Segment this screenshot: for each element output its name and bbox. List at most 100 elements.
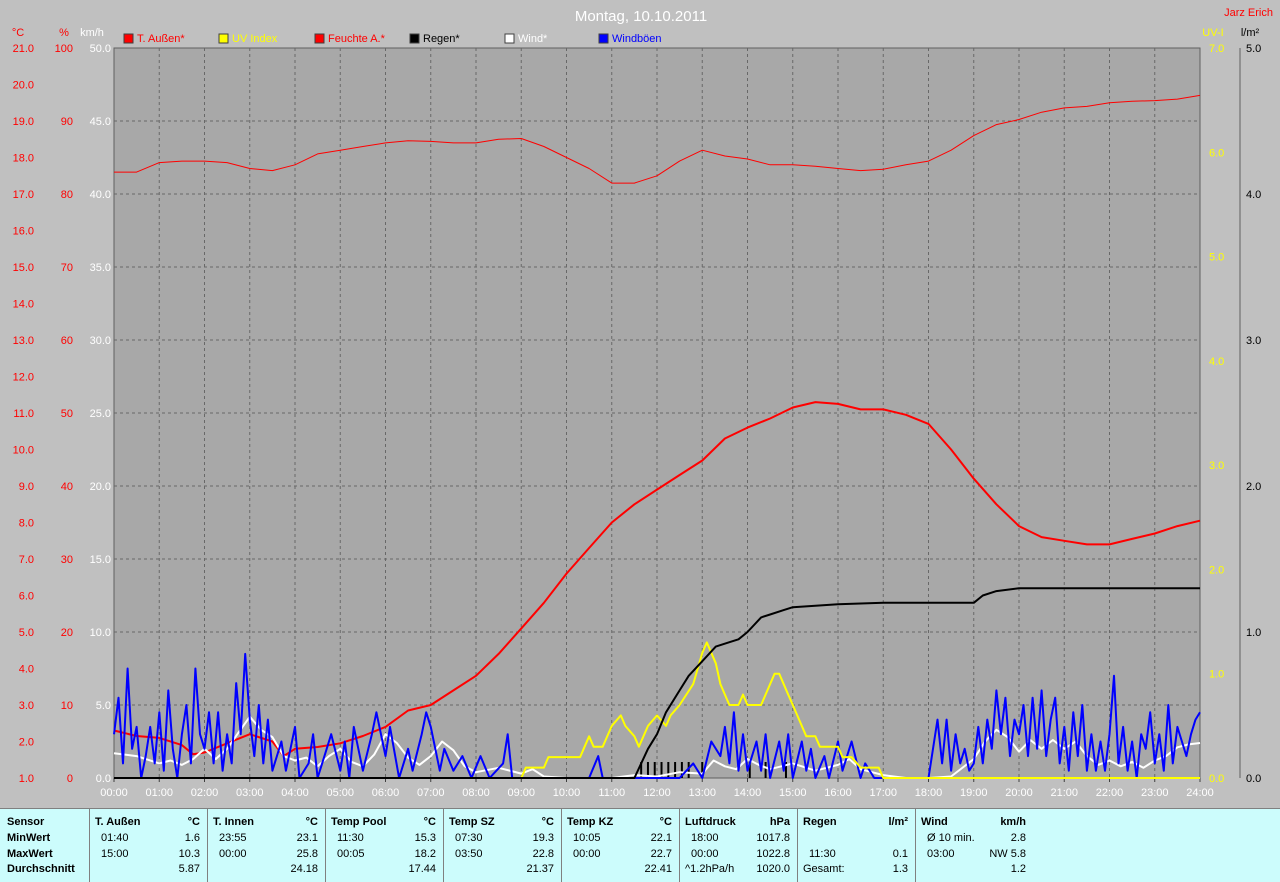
legend-label: Wind* bbox=[518, 33, 548, 45]
stats-group-title: Luftdruck bbox=[685, 816, 736, 828]
stats-group-title: Temp Pool bbox=[331, 816, 387, 828]
rain-tick-label: 2.0 bbox=[1246, 481, 1261, 493]
stats-max-time: 00:00 bbox=[573, 848, 601, 860]
wind-tick-label: 25.0 bbox=[90, 408, 111, 420]
series-feuchte-a bbox=[114, 94, 1201, 184]
x-tick-label: 14:00 bbox=[734, 787, 762, 799]
stats-min-time: 10:05 bbox=[573, 832, 601, 844]
x-tick-label: 18:00 bbox=[915, 787, 943, 799]
humidity-tick-label: 30 bbox=[61, 554, 73, 566]
series-wind bbox=[113, 715, 1201, 779]
temp-tick-label: 20.0 bbox=[13, 80, 34, 92]
stats-group-title: Temp SZ bbox=[449, 816, 495, 828]
rain-tick-label: 0.0 bbox=[1246, 773, 1261, 785]
x-tick-label: 06:00 bbox=[372, 787, 400, 799]
temp-tick-label: 9.0 bbox=[19, 481, 34, 493]
humidity-tick-label: 40 bbox=[61, 481, 73, 493]
wind-tick-label: 20.0 bbox=[90, 481, 111, 493]
x-tick-label: 23:00 bbox=[1141, 787, 1169, 799]
x-tick-label: 16:00 bbox=[824, 787, 852, 799]
stats-group: Regen l/m² 11:30 0.1 Gesamt: 1.3 bbox=[797, 809, 916, 882]
stats-max-value: 1022.8 bbox=[756, 848, 790, 860]
rain-tick-label: 1.0 bbox=[1246, 627, 1261, 639]
stats-row-label: Durchschnitt bbox=[7, 863, 75, 875]
legend-label: Regen* bbox=[423, 33, 460, 45]
stats-avg-label: Gesamt: bbox=[803, 863, 845, 875]
temp-tick-label: 8.0 bbox=[19, 518, 34, 530]
uv-tick-label: 5.0 bbox=[1209, 252, 1224, 264]
x-tick-label: 20:00 bbox=[1005, 787, 1033, 799]
stats-min-time: 01:40 bbox=[101, 832, 129, 844]
uv-tick-label: 1.0 bbox=[1209, 669, 1224, 681]
stats-avg-value: 1.2 bbox=[1010, 863, 1026, 875]
stats-group-title: Regen bbox=[803, 816, 837, 828]
stats-max-time: 03:50 bbox=[455, 848, 483, 860]
humidity-axis-unit: % bbox=[59, 27, 69, 39]
stats-group-title: Temp KZ bbox=[567, 816, 614, 828]
stats-min-time: 07:30 bbox=[455, 832, 483, 844]
uv-tick-label: 7.0 bbox=[1209, 43, 1224, 55]
x-tick-label: 13:00 bbox=[688, 787, 716, 799]
temp-tick-label: 4.0 bbox=[19, 664, 34, 676]
humidity-tick-label: 0 bbox=[67, 773, 73, 785]
stats-avg-value: 5.87 bbox=[178, 863, 200, 875]
stats-group: Temp KZ °C 10:05 22.1 00:00 22.7 22.41 bbox=[561, 809, 680, 882]
stats-max-value: 18.2 bbox=[414, 848, 436, 860]
uv-tick-label: 6.0 bbox=[1209, 147, 1224, 159]
wind-tick-label: 5.0 bbox=[96, 700, 111, 712]
stats-min-value: 1.6 bbox=[184, 832, 200, 844]
stats-avg-value: 21.37 bbox=[526, 863, 554, 875]
rain-tick-label: 4.0 bbox=[1246, 189, 1261, 201]
stats-group: Wind km/h Ø 10 min. 2.8 03:00 NW 5.8 1.2 bbox=[915, 809, 1034, 882]
humidity-tick-label: 50 bbox=[61, 408, 73, 420]
temp-tick-label: 17.0 bbox=[13, 189, 34, 201]
x-tick-label: 01:00 bbox=[145, 787, 173, 799]
stats-min-time: 23:55 bbox=[219, 832, 247, 844]
stats-group-title: Wind bbox=[921, 816, 948, 828]
stats-max-time: 00:00 bbox=[691, 848, 719, 860]
stats-min-value: 1017.8 bbox=[756, 832, 790, 844]
stats-avg-label: ^1.2hPa/h bbox=[685, 863, 735, 875]
chart-author: Jarz Erich bbox=[1224, 7, 1273, 19]
x-tick-label: 02:00 bbox=[191, 787, 219, 799]
x-tick-label: 00:00 bbox=[100, 787, 128, 799]
x-tick-label: 21:00 bbox=[1050, 787, 1078, 799]
x-tick-label: 10:00 bbox=[553, 787, 581, 799]
stats-max-time: 15:00 bbox=[101, 848, 129, 860]
temp-tick-label: 18.0 bbox=[13, 153, 34, 165]
legend-label: UV Index bbox=[232, 33, 278, 45]
stats-min-value: 2.8 bbox=[1010, 832, 1026, 844]
stats-min-value: 22.1 bbox=[650, 832, 672, 844]
temp-tick-label: 16.0 bbox=[13, 226, 34, 238]
uv-axis-unit: UV-I bbox=[1202, 27, 1223, 39]
wind-tick-label: 45.0 bbox=[90, 116, 111, 128]
temp-tick-label: 11.0 bbox=[13, 408, 34, 420]
humidity-tick-label: 10 bbox=[61, 700, 73, 712]
stats-max-value: 22.8 bbox=[532, 848, 554, 860]
temp-tick-label: 6.0 bbox=[19, 591, 34, 603]
legend-swatch bbox=[504, 33, 515, 44]
wind-tick-label: 40.0 bbox=[90, 189, 111, 201]
legend-swatch bbox=[598, 33, 609, 44]
stats-max-time: 00:05 bbox=[337, 848, 365, 860]
x-tick-label: 24:00 bbox=[1186, 787, 1214, 799]
legend-label: Windböen bbox=[612, 33, 662, 45]
stats-max-value: 22.7 bbox=[650, 848, 672, 860]
x-tick-label: 08:00 bbox=[462, 787, 490, 799]
humidity-tick-label: 60 bbox=[61, 335, 73, 347]
humidity-tick-label: 90 bbox=[61, 116, 73, 128]
x-tick-label: 19:00 bbox=[960, 787, 988, 799]
legend-label: T. Außen* bbox=[137, 33, 185, 45]
stats-group-title: T. Innen bbox=[213, 816, 254, 828]
stats-group-title: T. Außen bbox=[95, 816, 141, 828]
temp-tick-label: 14.0 bbox=[13, 299, 34, 311]
x-tick-label: 12:00 bbox=[643, 787, 671, 799]
temp-tick-label: 21.0 bbox=[13, 43, 34, 55]
stats-avg-value: 17.44 bbox=[408, 863, 436, 875]
stats-group-unit: °C bbox=[423, 816, 436, 828]
humidity-tick-label: 70 bbox=[61, 262, 73, 274]
stats-panel: Sensor MinWert MaxWert Durchschnitt T. Außen… bbox=[0, 808, 1280, 882]
rain-tick-label: 3.0 bbox=[1246, 335, 1261, 347]
temp-tick-label: 7.0 bbox=[19, 554, 34, 566]
wind-tick-label: 15.0 bbox=[90, 554, 111, 566]
